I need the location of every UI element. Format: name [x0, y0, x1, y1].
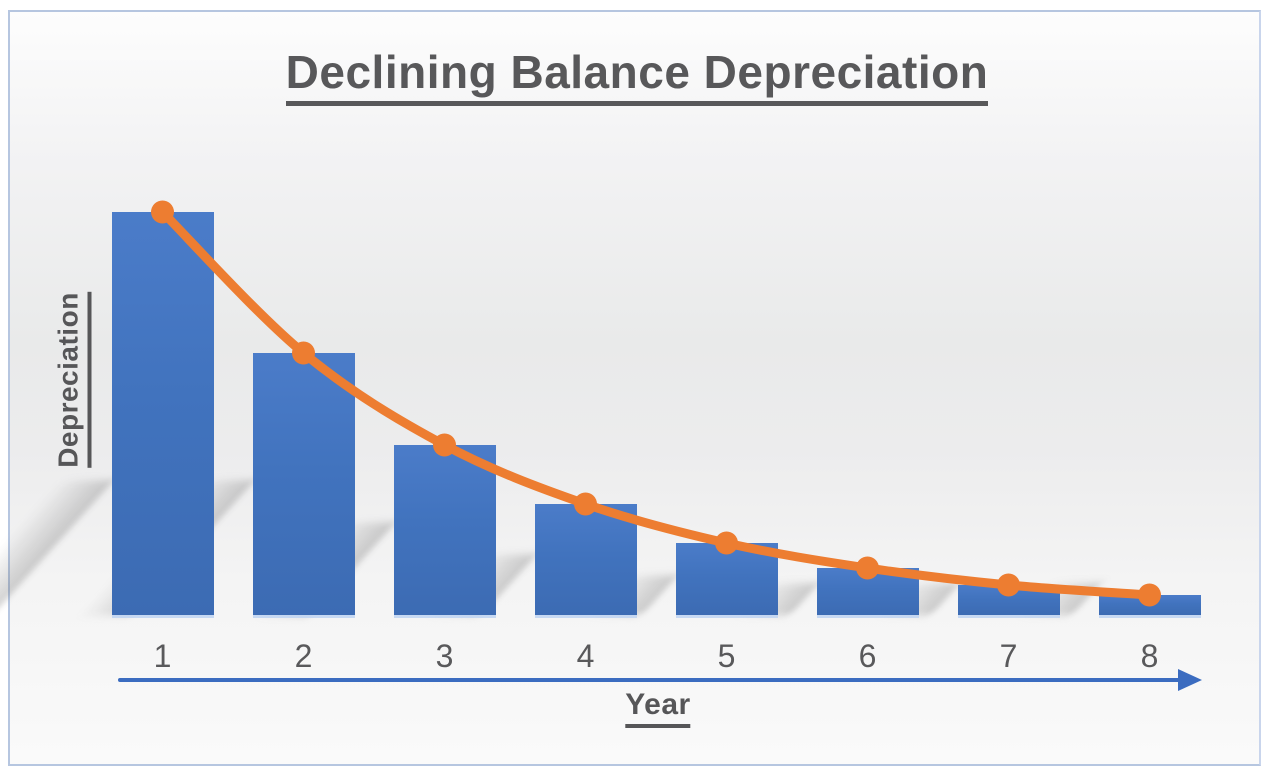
x-tick-label: 8: [1140, 638, 1159, 674]
x-axis-arrow-icon: [1178, 669, 1202, 691]
x-tick-label: 4: [576, 638, 595, 674]
bar-year-5: [675, 543, 778, 615]
bar-year-8: [1098, 595, 1201, 615]
x-tick-label: 7: [999, 638, 1018, 674]
bar-year-4: [534, 504, 637, 615]
y-axis-label: Depreciation: [52, 292, 92, 468]
y-axis-label-text: Depreciation: [52, 292, 92, 468]
bar-year-1: [111, 212, 214, 615]
x-tick-label: 5: [717, 638, 736, 674]
x-axis-label-text: Year: [625, 688, 691, 728]
x-tick-label: 6: [858, 638, 877, 674]
x-axis-line: [118, 678, 1180, 682]
x-tick-label: 3: [435, 638, 454, 674]
bar-year-3: [393, 445, 496, 615]
chart-title: Declining Balance Depreciation: [0, 48, 1274, 107]
x-tick-label: 1: [153, 638, 172, 674]
x-axis-label: Year: [625, 688, 691, 728]
chart-title-text: Declining Balance Depreciation: [285, 48, 989, 107]
x-tick-label: 2: [294, 638, 313, 674]
bar-year-2: [252, 353, 355, 615]
bar-year-6: [816, 568, 919, 615]
bar-year-7: [957, 585, 1060, 615]
